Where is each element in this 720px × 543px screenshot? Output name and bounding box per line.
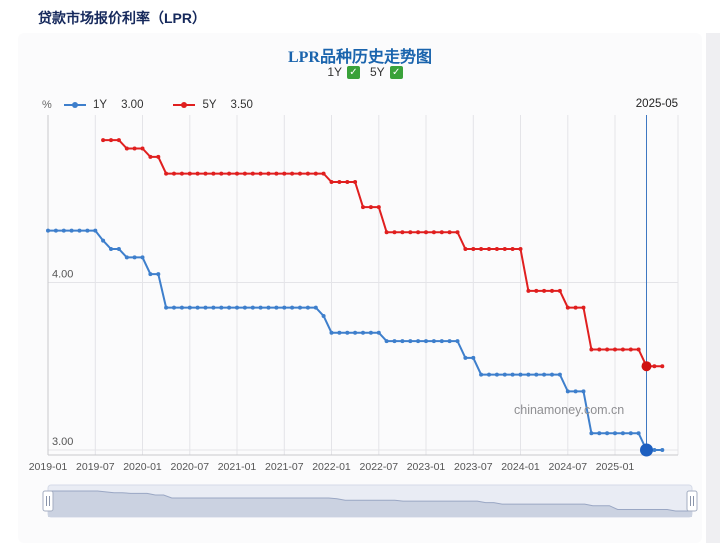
svg-text:2022-01: 2022-01 xyxy=(312,461,351,473)
series-toggle-label-5Y: 5Y xyxy=(370,65,385,79)
svg-text:2024-07: 2024-07 xyxy=(549,461,588,473)
legend-item-5Y[interactable]: 5Y 3.50 xyxy=(173,99,253,111)
series-dots-1Y xyxy=(46,228,665,452)
series-dots-5Y xyxy=(101,138,665,369)
svg-text:2021-01: 2021-01 xyxy=(218,461,257,473)
chart-title: LPR品种历史走势图 xyxy=(287,49,432,66)
svg-text:2021-07: 2021-07 xyxy=(265,461,304,473)
svg-text:4.00: 4.00 xyxy=(52,269,73,281)
legend-label: 5Y xyxy=(202,99,217,111)
line-chart[interactable]: 3.00 4.00 2019-01 2019-07 2020-01 2020-07 2021… xyxy=(18,33,702,483)
y-axis-unit: % xyxy=(42,99,52,111)
navigator-left-handle[interactable] xyxy=(42,490,54,512)
y-axis-labels: 3.00 4.00 xyxy=(52,269,73,449)
svg-text:2025-01: 2025-01 xyxy=(596,461,635,473)
series-line-5Y xyxy=(103,139,663,368)
svg-text:2019-07: 2019-07 xyxy=(76,461,115,473)
legend-value: 3.00 xyxy=(121,99,144,111)
legend-line-sample-icon xyxy=(173,102,196,108)
series-checkbox-5Y[interactable]: ✓ xyxy=(389,65,403,79)
navigator-outline xyxy=(48,490,692,512)
hover-dot-5Y xyxy=(641,361,652,372)
navigator-right-handle[interactable] xyxy=(686,490,698,512)
page-header: 贷款市场报价利率（LPR） xyxy=(0,0,720,33)
watermark: chinamoney.com.cn xyxy=(514,403,625,417)
legend-label: 1Y xyxy=(93,99,108,111)
range-navigator[interactable] xyxy=(18,483,702,523)
navigator-area xyxy=(48,491,692,517)
hover-date-label: 2025-05 xyxy=(635,98,678,110)
legend-row: % 1Y 3.00 5Y 3.50 2025-05 xyxy=(18,97,702,113)
x-axis-labels: 2019-01 2019-07 2020-01 2020-07 2021-01 2021-… xyxy=(29,461,635,473)
page-scrollbar[interactable] xyxy=(706,33,720,543)
hover-dot-1Y xyxy=(640,443,653,457)
svg-text:2023-07: 2023-07 xyxy=(454,461,493,473)
series-checkbox-1Y[interactable]: ✓ xyxy=(347,65,360,79)
svg-text:2022-07: 2022-07 xyxy=(360,461,399,473)
legend-item-1Y[interactable]: 1Y 3.00 xyxy=(64,99,143,111)
gridlines xyxy=(47,115,679,455)
svg-text:2019-01: 2019-01 xyxy=(29,461,68,473)
chart-panel: LPR品种历史走势图 1Y ✓ 5Y ✓ % 1Y 3.00 5Y 3.50 2025-05… xyxy=(18,33,702,543)
svg-text:3.00: 3.00 xyxy=(52,436,73,448)
series-line-1Y xyxy=(48,229,663,451)
series-toggle-label-1Y: 1Y xyxy=(327,65,342,79)
svg-text:2020-07: 2020-07 xyxy=(171,461,210,473)
svg-text:2024-01: 2024-01 xyxy=(501,461,540,473)
legend: 1Y 3.00 5Y 3.50 xyxy=(64,97,253,113)
series-toggles: 1Y ✓ 5Y ✓ xyxy=(18,65,702,79)
svg-text:2020-01: 2020-01 xyxy=(123,461,162,473)
legend-value: 3.50 xyxy=(230,99,253,111)
svg-text:2023-01: 2023-01 xyxy=(407,461,446,473)
page-title: 贷款市场报价利率（LPR） xyxy=(38,10,206,26)
legend-line-sample-icon xyxy=(64,102,86,108)
axes xyxy=(47,115,678,456)
